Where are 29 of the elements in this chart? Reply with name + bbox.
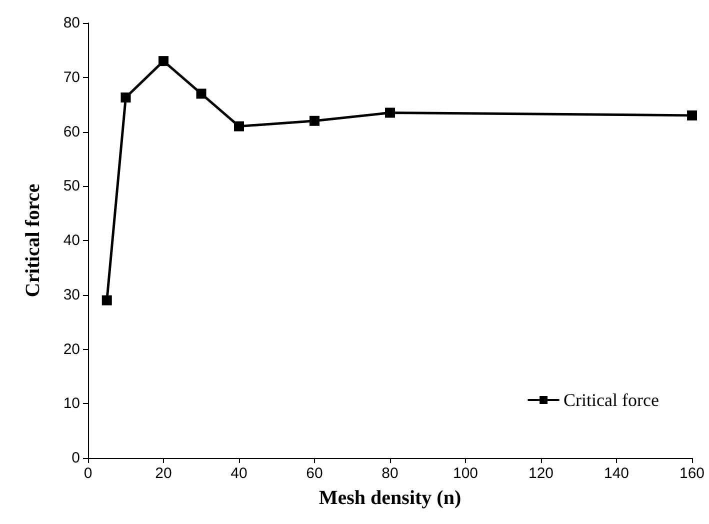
y-tick-label: 70 [63, 68, 80, 86]
point [687, 110, 697, 120]
y-tick-label: 30 [63, 286, 80, 304]
x-tick-label: 20 [155, 465, 172, 482]
legend-label: Critical force [564, 390, 660, 410]
y-tick-label: 80 [63, 14, 80, 32]
y-tick-label: 0 [72, 450, 80, 466]
point [196, 88, 206, 99]
y-tick-label: 10 [63, 395, 80, 412]
y-tick-label: 50 [63, 178, 80, 195]
point [310, 116, 320, 126]
x-tick-label: 60 [306, 465, 323, 482]
point [120, 92, 131, 102]
y-tick-label: 40 [63, 232, 80, 249]
x-tick-label: 160 [679, 465, 705, 482]
x-tick-label: 120 [528, 465, 554, 482]
x-tick-label: 0 [84, 465, 92, 482]
point [234, 121, 244, 132]
x-axis-title: Mesh density (n) [318, 487, 462, 509]
point [385, 108, 395, 118]
x-tick-label: 80 [382, 465, 398, 482]
y-tick-label: 20 [63, 340, 80, 358]
x-tick-label: 100 [452, 465, 478, 482]
y-tick-label: 60 [63, 123, 80, 140]
x-tick-label: 40 [230, 465, 248, 482]
y-axis-title: Critical force [22, 184, 44, 298]
x-tick-label: 140 [604, 465, 630, 482]
point [158, 56, 168, 66]
point [102, 295, 112, 306]
